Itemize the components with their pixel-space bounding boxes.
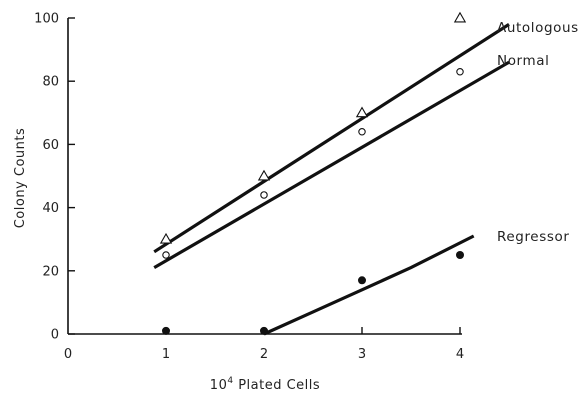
data-points xyxy=(159,11,467,335)
y-tick-label: 60 xyxy=(42,138,59,153)
point-regressor xyxy=(456,251,464,259)
point-normal xyxy=(260,191,268,199)
point-autologous xyxy=(355,106,369,118)
point-regressor xyxy=(358,276,366,285)
fit-line-autologous xyxy=(153,22,510,254)
y-axis-ticks: 0 20 40 60 80 100 xyxy=(34,12,75,343)
x-tick-label: 0 xyxy=(64,347,72,362)
fit-line-regressor xyxy=(263,234,475,336)
series-label-normal: Normal xyxy=(497,53,549,69)
x-axis-label: 104 Plated Cells xyxy=(210,376,320,393)
y-tick-label: 0 xyxy=(51,328,59,343)
point-autologous xyxy=(159,232,173,244)
x-tick-label: 4 xyxy=(456,347,464,362)
y-tick-label: 80 xyxy=(42,75,59,90)
point-normal xyxy=(456,67,464,76)
x-tick-label: 2 xyxy=(260,347,268,362)
x-axis-label-text: Plated Cells xyxy=(234,378,321,393)
x-tick-label: 3 xyxy=(358,347,366,362)
fit-line-normal xyxy=(153,60,510,269)
y-tick-label: 20 xyxy=(42,264,59,279)
y-tick-label: 40 xyxy=(42,201,59,216)
y-tick-label: 100 xyxy=(34,12,59,27)
point-autologous xyxy=(453,11,467,23)
series-labels: Autologous Normal Regressor xyxy=(497,20,579,245)
x-axis-label-exponent: 4 xyxy=(227,376,233,386)
point-regressor xyxy=(162,326,170,335)
series-label-regressor: Regressor xyxy=(497,229,570,245)
point-regressor xyxy=(260,326,268,335)
y-axis-label: Colony Counts xyxy=(13,128,28,229)
series-label-autologous: Autologous xyxy=(497,20,579,36)
x-tick-label: 1 xyxy=(162,347,170,362)
point-autologous xyxy=(257,169,271,181)
point-normal xyxy=(358,128,366,136)
point-normal xyxy=(162,251,170,259)
fit-lines xyxy=(153,22,510,336)
x-axis-label-base: 10 xyxy=(210,378,228,393)
